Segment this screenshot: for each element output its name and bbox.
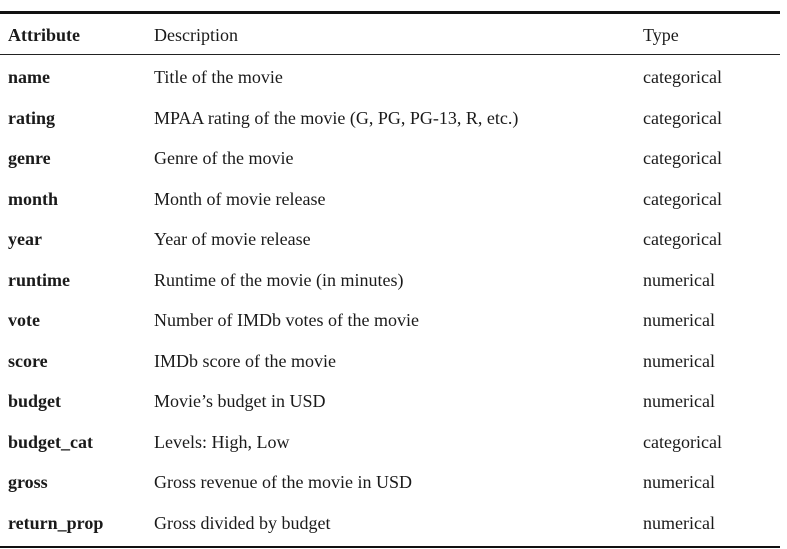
attribute-cell: genre [8, 148, 51, 168]
description-cell: Month of movie release [154, 188, 326, 209]
type-cell: numerical [643, 350, 715, 371]
description-cell: Gross revenue of the movie in USD [154, 472, 412, 492]
description-cell: Runtime of the movie (in minutes) [154, 269, 404, 290]
type-cell: numerical [643, 472, 715, 492]
table-header-rule [0, 54, 780, 55]
attribute-cell: runtime [8, 269, 70, 290]
attribute-cell: rating [8, 107, 55, 128]
table-row: month Month of movie release categorical [0, 179, 780, 220]
type-cell: numerical [643, 391, 715, 411]
table-row: rating MPAA rating of the movie (G, PG, … [0, 98, 780, 139]
description-cell: Movie’s budget in USD [154, 391, 326, 411]
type-cell: categorical [643, 107, 722, 128]
table-row: vote Number of IMDb votes of the movie n… [0, 300, 780, 341]
type-cell: categorical [643, 148, 722, 168]
table-row: return_prop Gross divided by budget nume… [0, 503, 780, 544]
table-bottom-rule [0, 546, 780, 548]
attribute-cell: month [8, 188, 59, 209]
header-description: Description [154, 25, 238, 45]
attribute-cell: budget [8, 391, 62, 411]
attribute-cell: year [8, 229, 42, 249]
description-cell: Year of movie release [154, 229, 311, 249]
type-cell: numerical [643, 512, 715, 533]
description-cell: Number of IMDb votes of the movie [154, 310, 419, 330]
header-type: Type [643, 25, 679, 45]
description-cell: MPAA rating of the movie (G, PG, PG-13, … [154, 107, 519, 128]
table-row: gross Gross revenue of the movie in USD … [0, 462, 780, 503]
description-cell: Gross divided by budget [154, 512, 331, 533]
table-row: genre Genre of the movie categorical [0, 138, 780, 179]
description-cell: Title of the movie [154, 67, 283, 87]
attribute-cell: vote [8, 310, 40, 330]
type-cell: numerical [643, 310, 715, 330]
table-row: budget_cat Levels: High, Low categorical [0, 422, 780, 463]
type-cell: numerical [643, 269, 715, 290]
description-cell: Levels: High, Low [154, 431, 290, 452]
type-cell: categorical [643, 67, 722, 87]
table-row: score IMDb score of the movie numerical [0, 341, 780, 382]
attribute-cell: score [8, 350, 48, 371]
table-row: runtime Runtime of the movie (in minutes… [0, 260, 780, 301]
attribute-table: Attribute Description Type name Title of… [0, 11, 780, 548]
table-row: year Year of movie release categorical [0, 219, 780, 260]
table-top-rule [0, 11, 780, 14]
table-header-row: Attribute Description Type [0, 14, 780, 54]
type-cell: categorical [643, 229, 722, 249]
attribute-cell: name [8, 67, 50, 87]
description-cell: IMDb score of the movie [154, 350, 336, 371]
table-body: name Title of the movie categorical rati… [0, 55, 780, 546]
table-row: budget Movie’s budget in USD numerical [0, 381, 780, 422]
attribute-cell: return_prop [8, 512, 104, 533]
type-cell: categorical [643, 188, 722, 209]
header-attribute: Attribute [8, 25, 80, 45]
attribute-cell: budget_cat [8, 431, 93, 452]
attribute-cell: gross [8, 472, 48, 492]
description-cell: Genre of the movie [154, 148, 294, 168]
type-cell: categorical [643, 431, 722, 452]
table-row: name Title of the movie categorical [0, 57, 780, 98]
